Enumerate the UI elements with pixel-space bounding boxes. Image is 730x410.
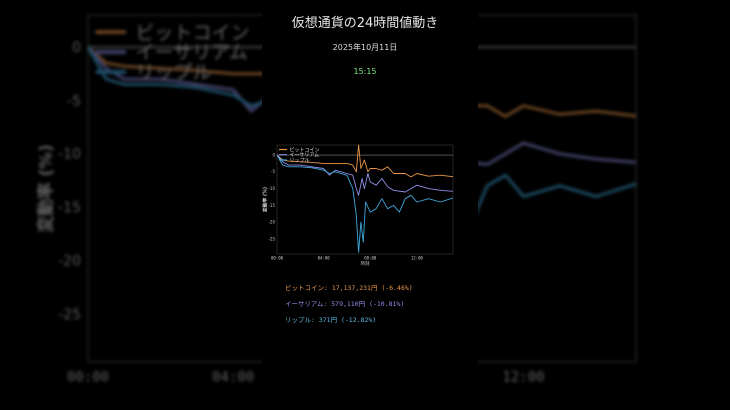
price-ethereum: イーサリアム: 579,110円 (-10.81%) [285, 300, 405, 308]
series-line-2 [276, 154, 454, 253]
page-title: 仮想通貨の24時間値動き [291, 16, 439, 31]
price-bitcoin: ビットコイン: 17,137,231円 (-6.46%) [285, 284, 413, 292]
y-tick-label: -10 [268, 186, 275, 191]
y-tick-label: 0 [72, 40, 81, 56]
legend-label: リップル [290, 158, 310, 164]
y-tick-label: 0 [272, 152, 275, 157]
series-line-1 [276, 154, 454, 196]
x-tick-label: 12:00 [411, 256, 424, 261]
x-tick-label: 04:00 [212, 370, 254, 386]
price-ripple: リップル: 371円 (-12.82%) [285, 316, 377, 324]
y-tick-label: -5 [271, 169, 275, 174]
price-change-chart: 0 -5 -10 -15 -20 -25 00:00 04:00 08:00 12:00 時刻 変動率… [262, 144, 454, 267]
plot-frame [276, 144, 454, 255]
x-tick-label: 12:00 [502, 370, 544, 386]
legend-label: イーサリアム [136, 42, 248, 64]
y-tick-label: -20 [268, 220, 275, 225]
center-panel [262, 0, 478, 410]
x-tick-label: 04:00 [318, 256, 331, 261]
legend-label: リップル [136, 62, 212, 84]
y-tick-label: -5 [67, 93, 81, 109]
y-tick-label: -20 [58, 253, 81, 269]
x-tick-label: 08:00 [364, 256, 377, 261]
y-tick-label: -15 [268, 203, 275, 208]
x-tick-label: 00:00 [271, 256, 284, 261]
x-tick-label: 00:00 [67, 370, 109, 386]
legend-label: イーサリアム [290, 153, 320, 159]
y-axis-label: 変動率 (%) [262, 187, 269, 212]
y-tick-label: -15 [58, 200, 81, 216]
time-label: 15:15 [353, 67, 377, 76]
x-axis-label: 時刻 [361, 260, 370, 267]
y-tick-label: -25 [58, 307, 81, 323]
y-axis-label: 変動率 (%) [36, 144, 56, 232]
series-line-0 [276, 144, 454, 178]
y-tick-label: -25 [268, 236, 275, 241]
legend-label: ビットコイン [290, 146, 320, 153]
legend-label: ビットコイン [136, 22, 250, 44]
y-tick-label: -10 [58, 147, 81, 163]
date-label: 2025年10月11日 [332, 43, 398, 52]
